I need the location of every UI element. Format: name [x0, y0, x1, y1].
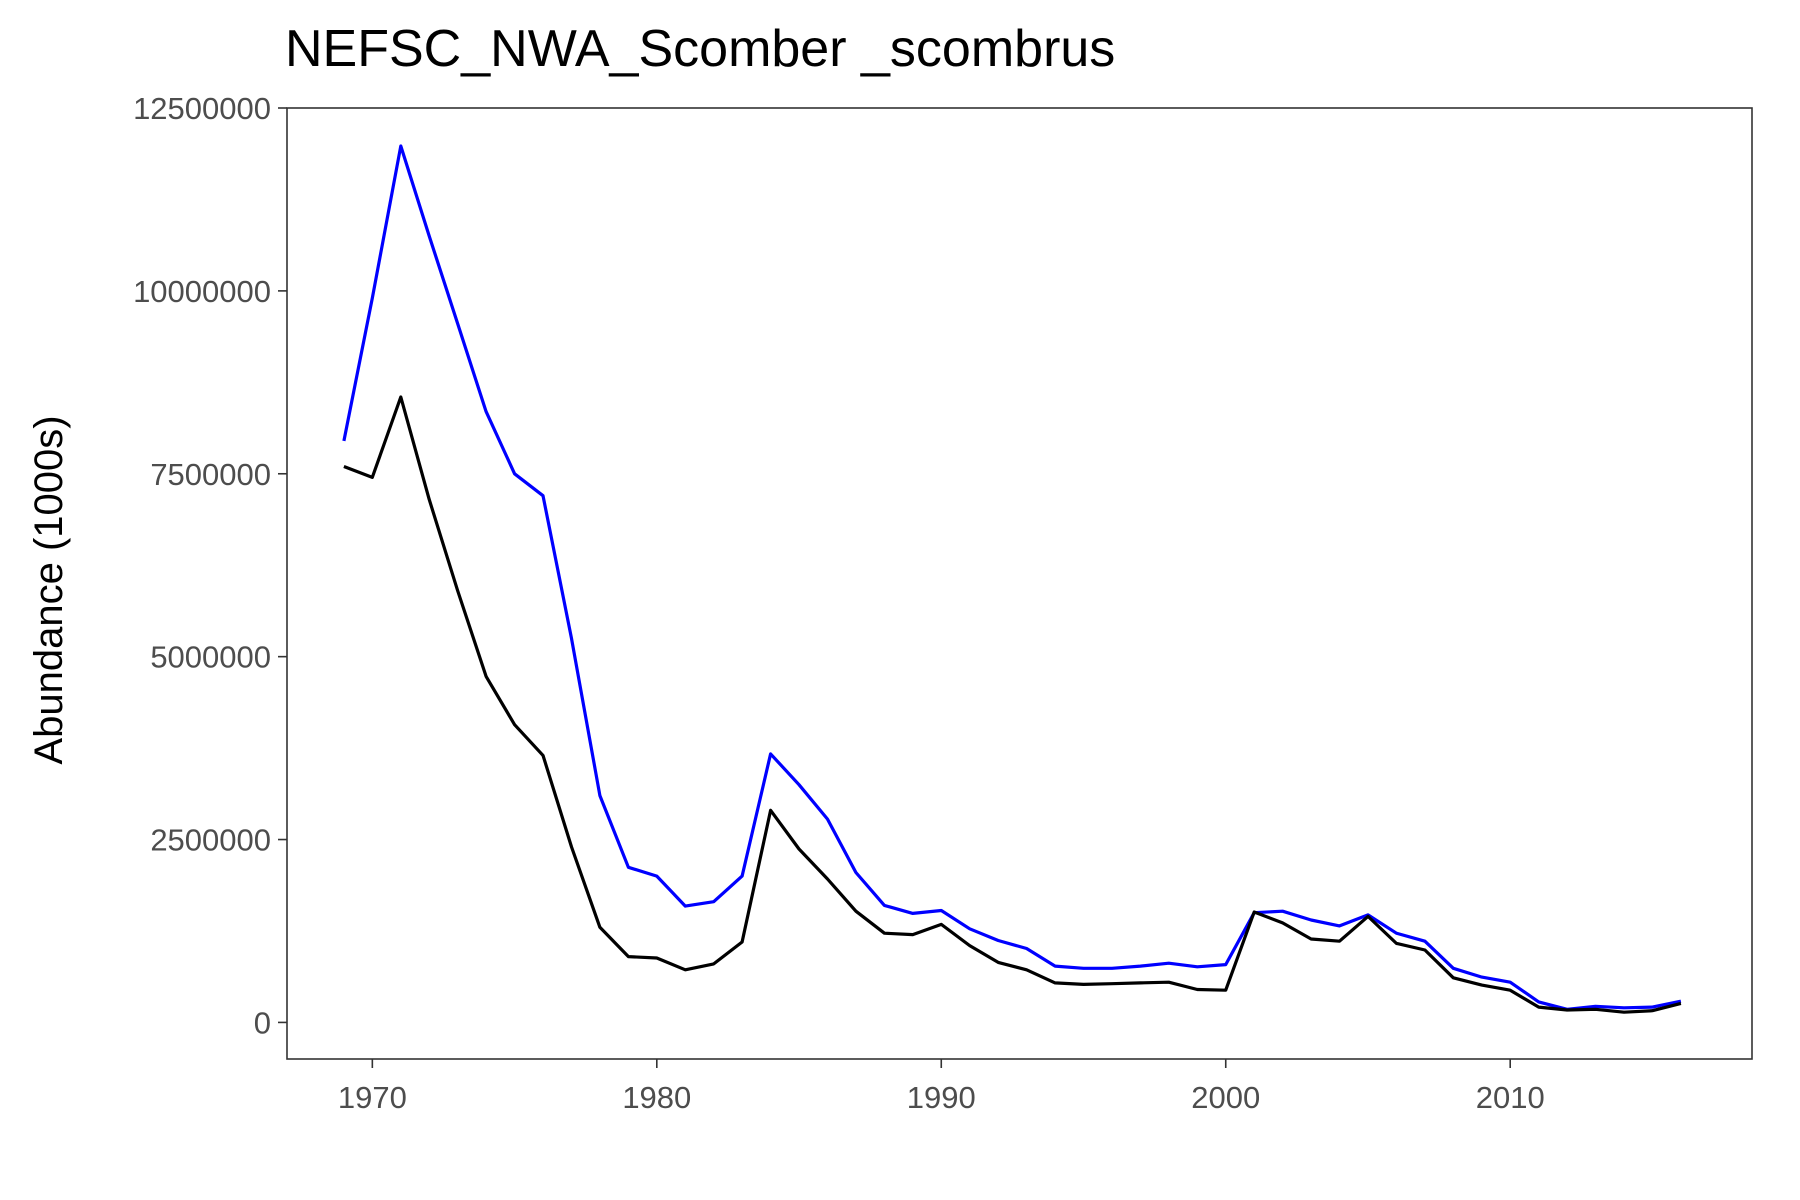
y-tick-label: 7500000: [150, 457, 271, 492]
y-tick-label: 12500000: [133, 91, 271, 126]
x-tick-label: 2000: [1191, 1080, 1260, 1115]
y-axis-title: Abundance (1000s): [27, 415, 71, 764]
series-line-1: [342, 144, 1682, 1011]
plot-panel-border: [286, 107, 1753, 1060]
series-line-2: [343, 395, 1682, 1014]
y-tick-label: 2500000: [150, 823, 271, 858]
y-tick-label: 0: [254, 1005, 271, 1040]
y-tick-label: 5000000: [150, 640, 271, 675]
x-tick-label: 1970: [338, 1080, 407, 1115]
plot-area: 0 2500000 5000000 7500000 10000000 12500000 19…: [133, 91, 1753, 1115]
x-tick-label: 1990: [907, 1080, 976, 1115]
x-tick-label: 2010: [1476, 1080, 1545, 1115]
x-tick-label: 1980: [622, 1080, 691, 1115]
chart-title: NEFSC_NWA_Scomber _scombrus: [285, 20, 1115, 78]
y-tick-label: 10000000: [133, 274, 271, 309]
